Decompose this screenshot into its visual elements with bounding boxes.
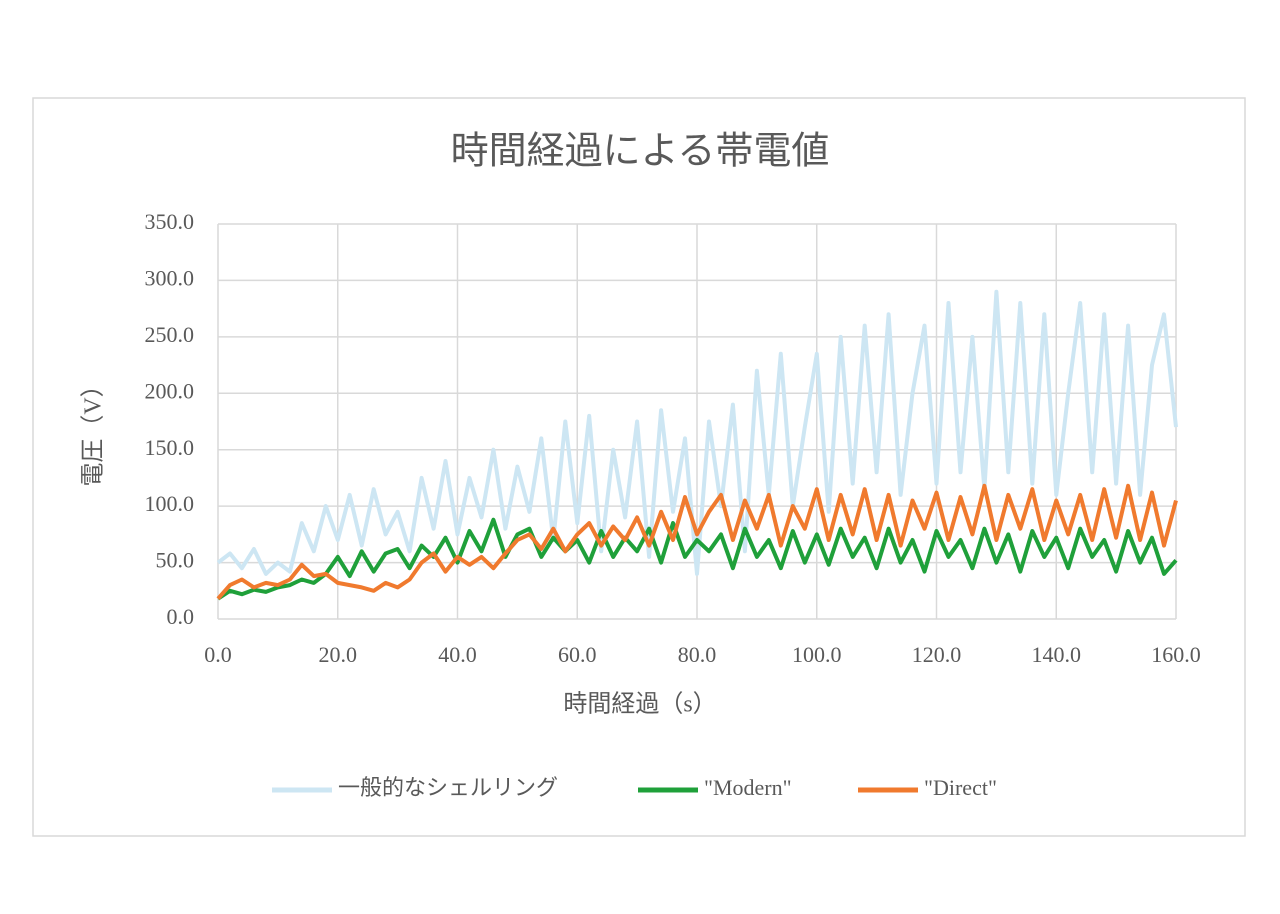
y-tick-label: 200.0 — [145, 378, 195, 403]
x-tick-label: 120.0 — [912, 642, 962, 667]
x-axis-label: 時間経過（s） — [563, 691, 716, 718]
x-tick-label: 60.0 — [558, 642, 597, 667]
legend-label: "Modern" — [704, 775, 792, 800]
y-axis-label: 電圧（V） — [81, 373, 107, 486]
y-tick-label: 100.0 — [145, 491, 195, 516]
x-tick-label: 40.0 — [438, 642, 477, 667]
series-line — [216, 289, 1178, 576]
x-tick-label: 140.0 — [1032, 642, 1082, 667]
y-tick-label: 50.0 — [156, 548, 195, 573]
series-line — [216, 483, 1178, 601]
series-line — [216, 517, 1178, 601]
x-tick-label: 0.0 — [204, 642, 232, 667]
chart-title: 時間経過による帯電値 — [451, 131, 830, 173]
x-tick-label: 160.0 — [1151, 642, 1201, 667]
y-tick-label: 300.0 — [145, 265, 195, 290]
y-tick-label: 150.0 — [145, 435, 195, 460]
y-tick-label: 0.0 — [167, 604, 195, 629]
x-tick-label: 80.0 — [678, 642, 717, 667]
x-tick-label: 20.0 — [319, 642, 358, 667]
chart-frame — [32, 97, 1246, 837]
x-tick-label: 100.0 — [792, 642, 842, 667]
legend-label: 一般的なシェルリング — [338, 775, 558, 800]
legend-label: "Direct" — [924, 775, 997, 800]
y-tick-label: 350.0 — [145, 209, 195, 234]
y-tick-label: 250.0 — [145, 322, 195, 347]
